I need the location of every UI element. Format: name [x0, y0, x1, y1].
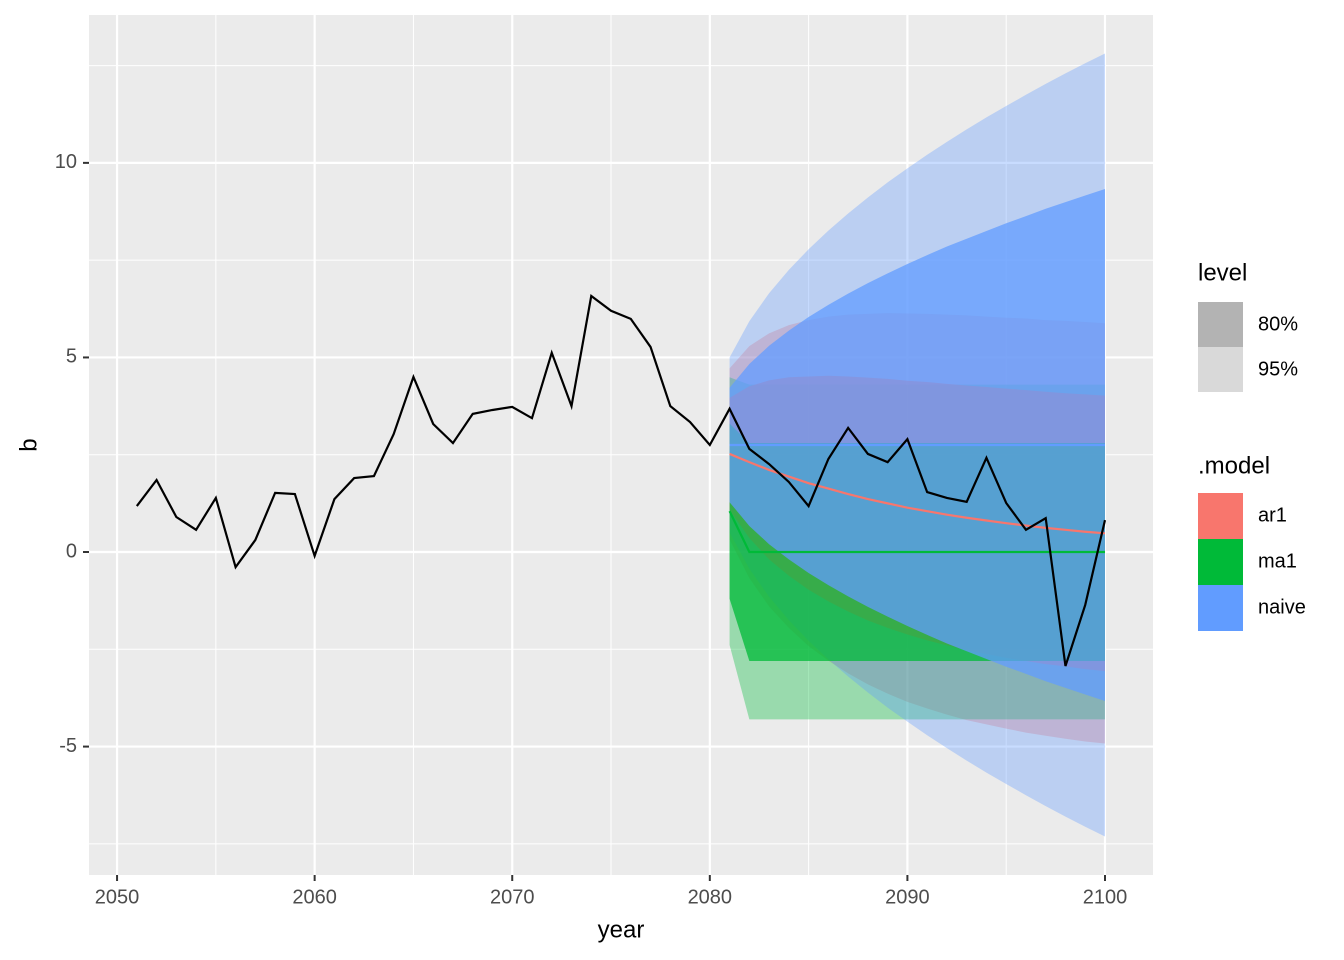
x-axis-title: year: [598, 916, 645, 943]
x-tick-label: 2050: [95, 886, 140, 908]
legend-key: [1198, 539, 1243, 585]
x-tick-label: 2070: [490, 886, 535, 908]
legend-label: 95%: [1258, 358, 1298, 380]
legend-title: .model: [1198, 452, 1270, 479]
x-tick-label: 2060: [292, 886, 337, 908]
y-tick-label: 5: [66, 346, 77, 368]
legend-key: [1198, 347, 1243, 392]
legend-key: [1198, 302, 1243, 347]
y-tick-label: 0: [66, 540, 77, 562]
legend-label: naive: [1258, 596, 1306, 618]
y-tick-label: 10: [55, 151, 77, 173]
legend-key: [1198, 493, 1243, 539]
legend-label: ma1: [1258, 550, 1297, 572]
forecast-line: [728, 510, 1105, 554]
x-tick-label: 2080: [688, 886, 733, 908]
y-tick-label: -5: [59, 735, 77, 757]
legend-label: 80%: [1258, 313, 1298, 335]
forecast-line: [729, 452, 1106, 535]
legend-label: ar1: [1258, 504, 1287, 526]
observed-line: [135, 294, 1107, 667]
x-tick-label: 2100: [1083, 886, 1128, 908]
y-axis-title: b: [15, 438, 42, 451]
x-tick-label: 2090: [885, 886, 930, 908]
legend-key: [1198, 585, 1243, 631]
legend-title: level: [1198, 259, 1247, 286]
